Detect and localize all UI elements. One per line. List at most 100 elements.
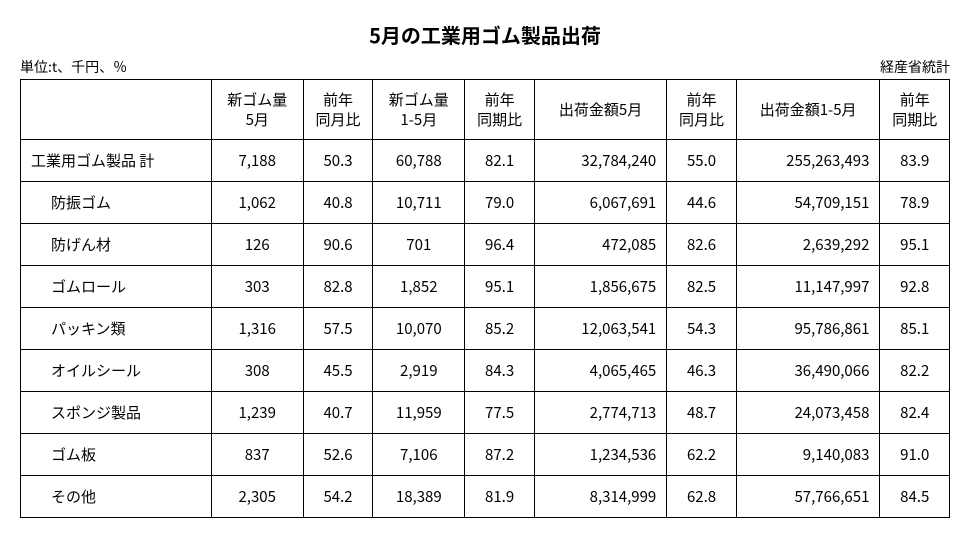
data-cell: 96.4 (465, 224, 535, 266)
data-cell: 126 (211, 224, 303, 266)
data-cell: 85.1 (880, 308, 950, 350)
data-cell: 62.8 (667, 476, 737, 518)
data-cell: 90.6 (303, 224, 373, 266)
category-cell: ゴム板 (21, 434, 212, 476)
data-cell: 32,784,240 (534, 140, 666, 182)
data-cell: 82.6 (667, 224, 737, 266)
column-header: 前年同月比 (303, 80, 373, 140)
page-title: 5月の工業用ゴム製品出荷 (20, 20, 950, 49)
data-cell: 7,188 (211, 140, 303, 182)
data-cell: 1,856,675 (534, 266, 666, 308)
table-row: オイルシール30845.52,91984.34,065,46546.336,49… (21, 350, 950, 392)
data-cell: 1,234,536 (534, 434, 666, 476)
data-cell: 82.1 (465, 140, 535, 182)
data-cell: 82.4 (880, 392, 950, 434)
data-cell: 9,140,083 (736, 434, 880, 476)
data-cell: 81.9 (465, 476, 535, 518)
source-label: 経産省統計 (880, 57, 950, 77)
data-cell: 1,852 (373, 266, 465, 308)
data-cell: 95.1 (465, 266, 535, 308)
data-cell: 54.2 (303, 476, 373, 518)
data-cell: 52.6 (303, 434, 373, 476)
data-cell: 82.5 (667, 266, 737, 308)
data-cell: 308 (211, 350, 303, 392)
data-cell: 2,305 (211, 476, 303, 518)
unit-label: 単位:t、千円、％ (20, 57, 127, 77)
data-cell: 78.9 (880, 182, 950, 224)
data-cell: 11,147,997 (736, 266, 880, 308)
data-table: 新ゴム量5月前年同月比新ゴム量1-5月前年同期比出荷金額5月前年同月比出荷金額1… (20, 79, 950, 518)
column-header (21, 80, 212, 140)
table-row: スポンジ製品1,23940.711,95977.52,774,71348.724… (21, 392, 950, 434)
data-cell: 50.3 (303, 140, 373, 182)
category-cell: 防げん材 (21, 224, 212, 266)
data-cell: 57,766,651 (736, 476, 880, 518)
category-cell: 防振ゴム (21, 182, 212, 224)
data-cell: 82.8 (303, 266, 373, 308)
data-cell: 40.8 (303, 182, 373, 224)
data-cell: 84.3 (465, 350, 535, 392)
data-cell: 303 (211, 266, 303, 308)
table-row: その他2,30554.218,38981.98,314,99962.857,76… (21, 476, 950, 518)
data-cell: 44.6 (667, 182, 737, 224)
data-cell: 1,062 (211, 182, 303, 224)
table-row: 防振ゴム1,06240.810,71179.06,067,69144.654,7… (21, 182, 950, 224)
category-cell: その他 (21, 476, 212, 518)
column-header: 新ゴム量1-5月 (373, 80, 465, 140)
data-cell: 472,085 (534, 224, 666, 266)
data-cell: 54.3 (667, 308, 737, 350)
table-row: パッキン類1,31657.510,07085.212,063,54154.395… (21, 308, 950, 350)
data-cell: 82.2 (880, 350, 950, 392)
category-cell: オイルシール (21, 350, 212, 392)
data-cell: 57.5 (303, 308, 373, 350)
data-cell: 45.5 (303, 350, 373, 392)
table-row: 工業用ゴム製品 計7,18850.360,78882.132,784,24055… (21, 140, 950, 182)
data-cell: 91.0 (880, 434, 950, 476)
column-header: 前年同期比 (880, 80, 950, 140)
data-cell: 92.8 (880, 266, 950, 308)
data-cell: 84.5 (880, 476, 950, 518)
data-cell: 8,314,999 (534, 476, 666, 518)
data-cell: 48.7 (667, 392, 737, 434)
data-cell: 7,106 (373, 434, 465, 476)
data-cell: 24,073,458 (736, 392, 880, 434)
column-header: 前年同期比 (465, 80, 535, 140)
data-cell: 77.5 (465, 392, 535, 434)
data-cell: 62.2 (667, 434, 737, 476)
data-cell: 40.7 (303, 392, 373, 434)
data-cell: 85.2 (465, 308, 535, 350)
header-labels: 単位:t、千円、％ 経産省統計 (20, 57, 950, 77)
data-cell: 18,389 (373, 476, 465, 518)
data-cell: 1,316 (211, 308, 303, 350)
data-cell: 837 (211, 434, 303, 476)
data-cell: 11,959 (373, 392, 465, 434)
table-head: 新ゴム量5月前年同月比新ゴム量1-5月前年同期比出荷金額5月前年同月比出荷金額1… (21, 80, 950, 140)
data-cell: 36,490,066 (736, 350, 880, 392)
table-row: 防げん材12690.670196.4472,08582.62,639,29295… (21, 224, 950, 266)
category-cell: ゴムロール (21, 266, 212, 308)
data-cell: 10,070 (373, 308, 465, 350)
data-cell: 2,919 (373, 350, 465, 392)
data-cell: 79.0 (465, 182, 535, 224)
data-cell: 1,239 (211, 392, 303, 434)
column-header: 出荷金額5月 (534, 80, 666, 140)
header-row: 新ゴム量5月前年同月比新ゴム量1-5月前年同期比出荷金額5月前年同月比出荷金額1… (21, 80, 950, 140)
table-body: 工業用ゴム製品 計7,18850.360,78882.132,784,24055… (21, 140, 950, 518)
category-cell: パッキン類 (21, 308, 212, 350)
category-cell: 工業用ゴム製品 計 (21, 140, 212, 182)
data-cell: 701 (373, 224, 465, 266)
data-cell: 6,067,691 (534, 182, 666, 224)
data-cell: 2,639,292 (736, 224, 880, 266)
data-cell: 10,711 (373, 182, 465, 224)
data-cell: 83.9 (880, 140, 950, 182)
data-cell: 55.0 (667, 140, 737, 182)
data-cell: 60,788 (373, 140, 465, 182)
category-cell: スポンジ製品 (21, 392, 212, 434)
data-cell: 4,065,465 (534, 350, 666, 392)
data-cell: 87.2 (465, 434, 535, 476)
data-cell: 95,786,861 (736, 308, 880, 350)
table-row: ゴム板83752.67,10687.21,234,53662.29,140,08… (21, 434, 950, 476)
data-cell: 2,774,713 (534, 392, 666, 434)
data-cell: 54,709,151 (736, 182, 880, 224)
data-cell: 46.3 (667, 350, 737, 392)
